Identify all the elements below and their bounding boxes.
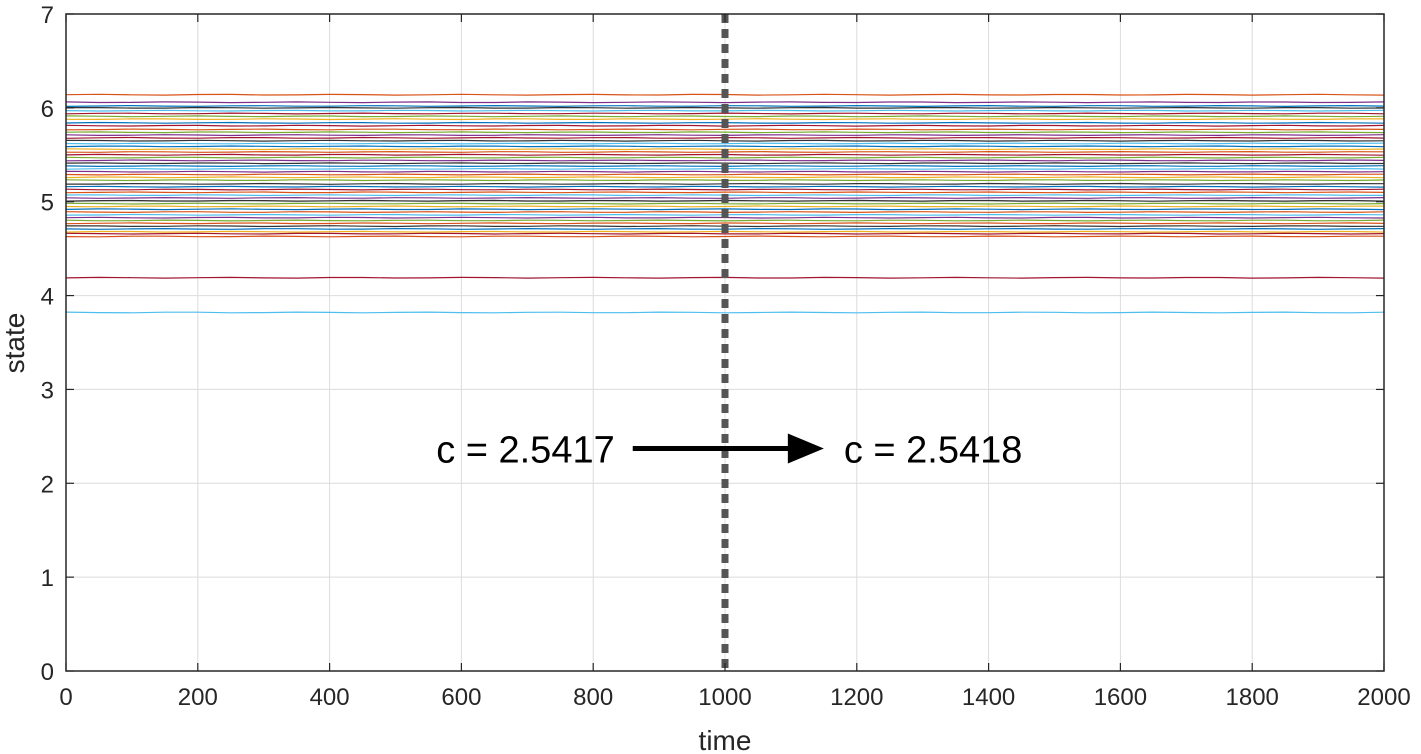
x-tick-label: 1800	[1226, 684, 1279, 711]
series-line	[65, 115, 1385, 118]
x-tick-label: 400	[310, 684, 350, 711]
y-tick-label: 0	[41, 659, 54, 686]
y-tick-label: 2	[41, 471, 54, 498]
series-line	[65, 131, 1385, 134]
x-axis-label: time	[699, 725, 752, 754]
series-line	[65, 232, 1385, 235]
series-line	[65, 222, 1385, 225]
y-tick-label: 5	[41, 190, 54, 217]
annotation-layer: c = 2.5417 c = 2.5418	[436, 430, 1022, 472]
annotation-after: c = 2.5418	[844, 430, 1023, 472]
series-line	[65, 235, 1384, 238]
series-line	[65, 208, 1385, 211]
series-line	[65, 101, 1385, 104]
x-tick-label: 1000	[698, 684, 751, 711]
annotation-arrowhead	[787, 433, 824, 464]
y-tick-label: 7	[41, 2, 54, 29]
x-axis-ticks: 0 200 400 600 800 1000 1200 1400 1600 1800 2000	[59, 14, 1411, 711]
series-line	[65, 176, 1385, 179]
y-tick-label: 6	[41, 96, 54, 123]
series-line	[65, 173, 1385, 176]
y-tick-label: 4	[41, 284, 54, 311]
x-tick-label: 1600	[1094, 684, 1147, 711]
x-tick-label: 2000	[1357, 684, 1410, 711]
series-line	[65, 205, 1385, 208]
x-tick-label: 200	[178, 684, 218, 711]
x-tick-label: 0	[59, 684, 72, 711]
y-tick-label: 1	[41, 565, 54, 592]
series-line	[65, 142, 1385, 145]
y-axis-ticks: 0 1 2 3 4 5 6 7	[41, 2, 1384, 686]
x-tick-label: 1200	[830, 684, 883, 711]
x-tick-label: 800	[573, 684, 613, 711]
series-line	[65, 112, 1385, 115]
x-tick-label: 1400	[962, 684, 1015, 711]
series-line	[65, 311, 1385, 314]
series-line	[65, 191, 1385, 194]
series-line	[65, 202, 1385, 205]
annotation-before: c = 2.5417	[436, 430, 615, 472]
series-line	[65, 162, 1384, 165]
series-line	[65, 128, 1385, 131]
y-axis-label: state	[0, 313, 30, 374]
series-line	[65, 159, 1385, 162]
y-tick-label: 3	[41, 377, 54, 404]
series-line	[65, 219, 1385, 222]
x-tick-label: 600	[441, 684, 481, 711]
series-line	[65, 188, 1385, 191]
series-line	[65, 145, 1385, 148]
